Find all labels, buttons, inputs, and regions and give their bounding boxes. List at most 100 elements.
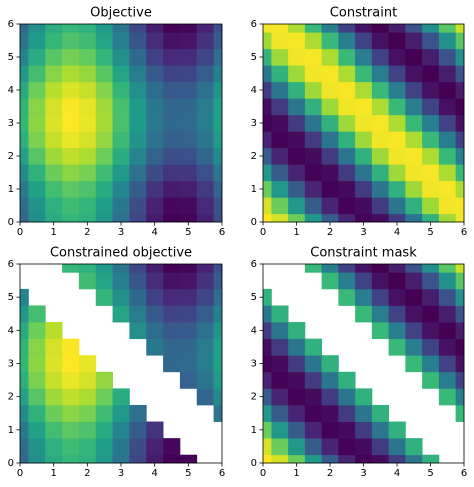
- contour-cell: [455, 404, 465, 422]
- contour-cell: [146, 322, 164, 340]
- contour-cell: [338, 164, 356, 182]
- contour-cell: [355, 81, 373, 99]
- contour-cell: [146, 131, 164, 149]
- contour-cell: [20, 288, 29, 306]
- contour-cell: [45, 454, 63, 464]
- contour-cell: [422, 338, 440, 356]
- contour-cell: [422, 48, 440, 66]
- contour-cell: [213, 81, 223, 99]
- contour-cell: [388, 147, 406, 165]
- contour-cell: [196, 48, 214, 66]
- contour-cell: [455, 81, 465, 99]
- contour-cell: [95, 388, 113, 406]
- x-tick-label: 0: [260, 227, 266, 238]
- contour-cell: [129, 421, 147, 439]
- contour-cell: [20, 197, 29, 215]
- contour-cell: [45, 81, 63, 99]
- contour-cell: [422, 114, 440, 132]
- contour-cell: [321, 454, 339, 464]
- contour-cell: [405, 32, 423, 50]
- contour-cell: [95, 264, 113, 273]
- contour-cell: [288, 81, 306, 99]
- contour-cell: [455, 355, 465, 373]
- contour-cell: [271, 305, 289, 323]
- contour-cell: [304, 114, 323, 132]
- contour-cell: [321, 371, 339, 389]
- contour-cell: [95, 164, 113, 182]
- contour-cell: [20, 114, 29, 132]
- x-tick-label: 1: [50, 468, 56, 479]
- y-tick-label: 5: [8, 52, 14, 63]
- x-tick-label: 2: [327, 227, 333, 238]
- contour-cell: [163, 213, 181, 223]
- contour-cell: [263, 180, 272, 198]
- contour-cell: [263, 213, 272, 223]
- contour-cell: [304, 438, 323, 456]
- y-tick-label: 0: [251, 458, 257, 469]
- contour-cell: [129, 404, 147, 422]
- contour-cell: [146, 213, 164, 223]
- contour-cell: [371, 438, 390, 456]
- contour-cell: [179, 371, 198, 389]
- contour-cell: [95, 404, 113, 422]
- contour-cell: [20, 81, 29, 99]
- contour-cell: [455, 272, 465, 290]
- contour-cell: [438, 264, 457, 273]
- contour-cell: [129, 98, 147, 116]
- contour-cell: [455, 114, 465, 132]
- x-tick-label: 6: [219, 468, 225, 479]
- contour-cell: [438, 131, 457, 149]
- contour-cell: [146, 288, 164, 306]
- contour-cell: [112, 454, 130, 464]
- contour-cell: [163, 288, 181, 306]
- contour-cell: [95, 180, 113, 198]
- contour-cell: [213, 114, 223, 132]
- contour-cell: [163, 454, 181, 464]
- contour-cell: [355, 264, 373, 273]
- y-tick-label: 3: [251, 118, 257, 129]
- contour-cell: [95, 131, 113, 149]
- contour-cell: [338, 272, 356, 290]
- contour-cell: [112, 147, 130, 165]
- contour-cell: [45, 147, 63, 165]
- x-tick-label: 6: [461, 468, 467, 479]
- x-tick-label: 6: [461, 227, 467, 238]
- contour-cell: [388, 180, 406, 198]
- contour-cell: [355, 288, 373, 306]
- contour-cell: [20, 48, 29, 66]
- contour-cell: [338, 147, 356, 165]
- contour-cell: [355, 147, 373, 165]
- x-tick-label: 0: [260, 468, 266, 479]
- contour-cell: [271, 48, 289, 66]
- contour-cell: [321, 355, 339, 373]
- contour-cell: [321, 404, 339, 422]
- contour-cell: [62, 98, 80, 116]
- contour-cell: [304, 197, 323, 215]
- contour-cell: [321, 147, 339, 165]
- contour-cell: [129, 48, 147, 66]
- contour-cell: [20, 213, 29, 223]
- contour-cell: [213, 272, 223, 290]
- contour-cell: [355, 65, 373, 83]
- contour-cell: [405, 197, 423, 215]
- contour-cell: [422, 147, 440, 165]
- contour-cell: [405, 65, 423, 83]
- x-tick-label: 1: [50, 227, 56, 238]
- contour-cell: [179, 322, 198, 340]
- contour-cell: [20, 32, 29, 50]
- contour-cell: [355, 48, 373, 66]
- contour-cell: [371, 404, 390, 422]
- contour-cell: [112, 32, 130, 50]
- contour-cell: [62, 388, 80, 406]
- contour-cell: [271, 65, 289, 83]
- contour-cell: [20, 371, 29, 389]
- contour-cell: [455, 65, 465, 83]
- y-tick-label: 1: [8, 425, 14, 436]
- contour-cell: [271, 98, 289, 116]
- contour-cell: [179, 264, 198, 273]
- contour-cell: [129, 65, 147, 83]
- x-tick-label: 5: [185, 227, 191, 238]
- contour-cell: [213, 180, 223, 198]
- contour-cell: [196, 305, 214, 323]
- contour-cell: [28, 180, 46, 198]
